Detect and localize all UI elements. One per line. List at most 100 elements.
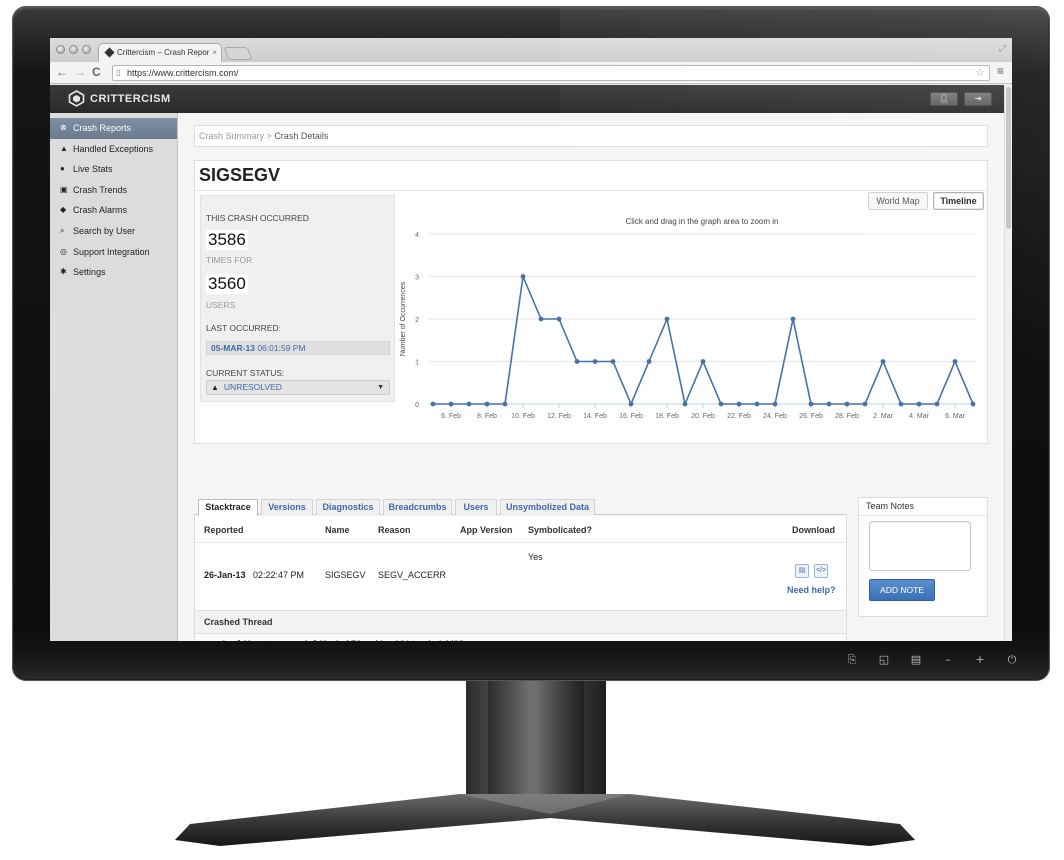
- tab-breadcrumbs[interactable]: Breadcrumbs: [383, 499, 452, 515]
- breadcrumb-separator: >: [266, 131, 272, 141]
- minimize-window-icon[interactable]: [69, 45, 78, 54]
- scrollbar-thumb[interactable]: [1006, 87, 1011, 229]
- x-tick-label: 26. Feb: [799, 413, 823, 420]
- url-text: https://www.crittercism.com/: [127, 68, 239, 78]
- sidebar-item-search-by-user[interactable]: ⌕ Search by User: [50, 221, 177, 242]
- forward-icon[interactable]: →: [74, 65, 86, 79]
- warning-icon: ▲: [211, 383, 219, 392]
- row-symbolicated: Yes: [528, 552, 543, 562]
- sidebar-item-label: Settings: [73, 267, 106, 278]
- reload-icon[interactable]: C: [92, 65, 101, 79]
- breadcrumb-current: Crash Details: [274, 131, 329, 141]
- bookmark-star-icon[interactable]: ☆: [975, 67, 985, 79]
- monitor-hardware-buttons: ⎘ ◱ ▤ – + ⏻: [836, 652, 1028, 668]
- picture-icon[interactable]: ◱: [878, 653, 890, 666]
- chart-icon: ▣: [60, 184, 68, 194]
- new-tab-button[interactable]: [223, 47, 253, 60]
- tab-stacktrace[interactable]: Stacktrace: [198, 499, 258, 516]
- times-for-label: TIMES FOR: [206, 255, 253, 265]
- sidebar-item-label: Crash Alarms: [73, 205, 128, 216]
- data-point: [880, 359, 886, 364]
- plus-icon[interactable]: +: [975, 653, 985, 666]
- data-point: [484, 401, 490, 407]
- fullscreen-icon[interactable]: ⤢: [998, 43, 1006, 53]
- need-help-link[interactable]: Need help?: [787, 585, 836, 595]
- data-point: [664, 316, 670, 322]
- x-tick-label: 24. Feb: [763, 413, 787, 420]
- monitor-chin: [14, 642, 1048, 679]
- crash-icon: ⊗: [60, 123, 67, 132]
- data-point: [646, 359, 652, 364]
- power-icon[interactable]: ⏻: [1007, 653, 1017, 666]
- input-icon[interactable]: ⎘: [847, 653, 857, 666]
- crash-detail-panel: Stacktrace Versions Diagnostics Breadcru…: [194, 497, 847, 641]
- x-tick-label: 6. Mar: [945, 413, 966, 420]
- y-tick-label: 3: [415, 275, 419, 282]
- occurred-label: THIS CRASH OCCURRED: [206, 213, 309, 223]
- data-point: [772, 401, 778, 407]
- sidebar-item-settings[interactable]: ✱ Settings: [50, 262, 177, 283]
- tab-versions[interactable]: Versions: [261, 499, 313, 515]
- add-note-button[interactable]: ADD NOTE: [869, 579, 935, 601]
- page-title: SIGSEGV: [199, 165, 281, 185]
- minus-icon[interactable]: –: [945, 653, 951, 666]
- column-header-reported: Reported: [204, 525, 244, 535]
- stacktrace-table: Reported Name Reason App Version Symboli…: [194, 516, 847, 641]
- x-tick-label: 22. Feb: [727, 413, 751, 420]
- bell-icon: ◆: [60, 205, 67, 215]
- x-tick-label: 10. Feb: [511, 413, 535, 420]
- sidebar-item-crash-trends[interactable]: ▣ Crash Trends: [50, 180, 177, 201]
- monitor-stand-shade: [488, 676, 584, 804]
- zoom-window-icon[interactable]: [82, 45, 91, 54]
- info-icon: ●: [60, 164, 65, 174]
- divider: [195, 190, 989, 191]
- data-point: [736, 401, 742, 407]
- row-date: 26-Jan-13: [204, 570, 246, 580]
- user-count: 3560: [206, 274, 248, 294]
- column-header-name: Name: [325, 525, 350, 535]
- download-file-icon[interactable]: ▤: [795, 564, 809, 578]
- user-account-button[interactable]: 👤︎: [930, 92, 958, 106]
- world-map-button[interactable]: World Map: [868, 192, 928, 210]
- x-tick-label: 20. Feb: [691, 413, 715, 420]
- monitor-stand-neck: [466, 676, 606, 804]
- close-window-icon[interactable]: [56, 45, 65, 54]
- status-select[interactable]: ▲ UNRESOLVED ▼: [206, 380, 390, 395]
- browser-menu-icon[interactable]: ≡: [996, 64, 1004, 78]
- download-code-icon[interactable]: </>: [814, 564, 828, 578]
- crash-timeline-chart[interactable]: Click and drag in the graph area to zoom…: [395, 216, 983, 438]
- breadcrumb-crash-summary-link[interactable]: Crash Summary: [199, 131, 265, 141]
- stack-frame[interactable]: 0 libsystem_c.dylib 0x379ced4c OSAtomicA…: [195, 634, 846, 641]
- crash-overview-panel: SIGSEGV THIS CRASH OCCURRED 3586 TIMES F…: [194, 160, 989, 444]
- status-label: CURRENT STATUS:: [206, 368, 285, 378]
- back-icon[interactable]: ←: [56, 65, 68, 79]
- sidebar-item-crash-reports[interactable]: ⊗ Crash Reports: [50, 118, 177, 139]
- tab-diagnostics[interactable]: Diagnostics: [316, 499, 380, 515]
- y-axis-label: Number of Occurrences: [400, 281, 407, 356]
- browser-tab[interactable]: Crittercism – Crash Repor ×: [98, 43, 222, 62]
- close-tab-icon[interactable]: ×: [212, 48, 217, 57]
- logout-button[interactable]: ⇥: [964, 92, 992, 106]
- sidebar-item-support-integration[interactable]: ◎ Support Integration: [50, 242, 177, 263]
- sidebar-item-live-stats[interactable]: ● Live Stats: [50, 159, 177, 180]
- row-reason: SEGV_ACCERR: [378, 570, 447, 580]
- team-notes-input[interactable]: [869, 521, 971, 571]
- address-bar[interactable]: ▯ https://www.crittercism.com/ ☆: [112, 65, 990, 81]
- sidebar-item-handled-exceptions[interactable]: ▲ Handled Exceptions: [50, 139, 177, 160]
- tab-unsymbolized-data[interactable]: Unsymbolized Data: [500, 499, 595, 515]
- data-point: [628, 401, 634, 407]
- x-tick-label: 2. Mar: [873, 413, 894, 420]
- page-scrollbar[interactable]: [1004, 85, 1012, 641]
- menu-icon[interactable]: ▤: [910, 653, 922, 666]
- column-header-app-version: App Version: [460, 525, 513, 535]
- tab-users[interactable]: Users: [455, 499, 497, 515]
- x-tick-label: 14. Feb: [583, 413, 607, 420]
- last-occurred-label: LAST OCCURRED:: [206, 323, 281, 333]
- sidebar-item-crash-alarms[interactable]: ◆ Crash Alarms: [50, 200, 177, 221]
- data-point: [574, 359, 580, 364]
- column-header-download: Download: [792, 525, 835, 535]
- timeline-button[interactable]: Timeline: [933, 192, 984, 210]
- users-label: USERS: [206, 300, 236, 310]
- x-tick-label: 8. Feb: [477, 413, 497, 420]
- sidebar-item-label: Crash Reports: [73, 123, 132, 133]
